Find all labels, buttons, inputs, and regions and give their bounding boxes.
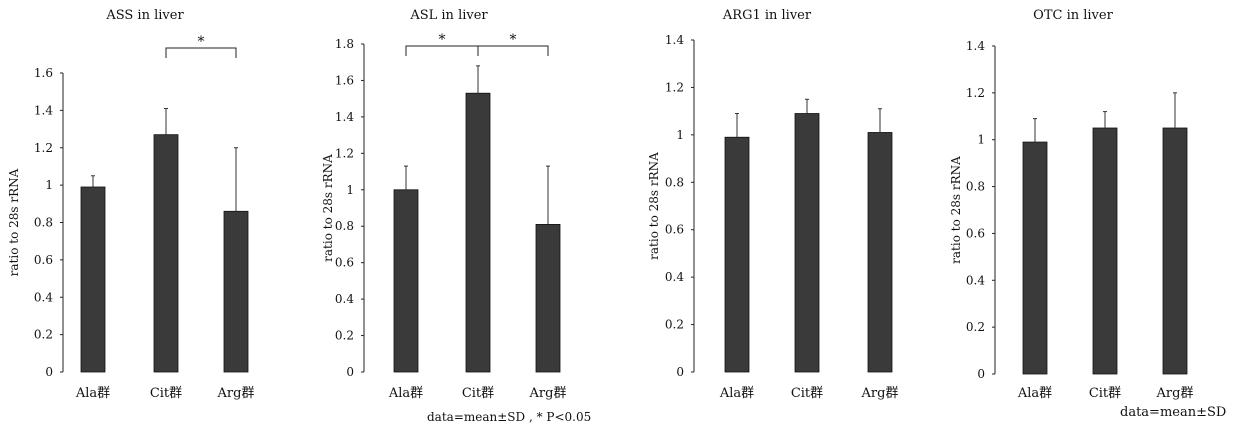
chart-2-y-tick-label: 1.2 (335, 146, 354, 160)
chart-3-bar-Cit群 (794, 113, 820, 373)
chart-4-category-label: Cit群 (1089, 386, 1121, 401)
chart-2-y-axis-label: ratio to 28s rRNA (321, 154, 335, 262)
chart-2-category-label: Ala群 (388, 386, 423, 401)
chart-4-y-axis-label: ratio to 28s rRNA (949, 156, 963, 264)
chart-4-y-tick-label: 1.4 (966, 39, 985, 53)
chart-4-y-tick-label: 0.8 (966, 180, 985, 194)
chart-1-significance-bracket (165, 47, 237, 58)
chart-1-category-label: Ala群 (75, 386, 110, 401)
chart-1-category-label: Arg群 (217, 386, 255, 401)
chart-1-y-axis-label: ratio to 28s rRNA (7, 168, 21, 276)
chart-3-y-axis-label: ratio to 28s rRNA (647, 152, 661, 260)
chart-1-y-tick-label: 1.2 (34, 141, 53, 155)
chart-1-title: ASS in liver (105, 8, 184, 23)
chart-4-bar-Ala群 (1022, 141, 1048, 375)
chart-4-bar-Cit群 (1092, 127, 1118, 375)
chart-3-y-tick-label: 0.8 (665, 175, 684, 189)
chart-4-y-tick-label: 0 (977, 367, 985, 381)
chart-1-bar-Ala群 (80, 186, 106, 373)
chart-1-significance-marker: * (198, 34, 205, 50)
chart-1-bar-Arg群 (223, 210, 249, 373)
chart-3-category-label: Ala群 (719, 386, 754, 401)
chart-3-y-tick-label: 1.4 (665, 33, 684, 47)
chart-2-y-tick-label: 0.8 (335, 219, 354, 233)
chart-2-y-tick-label: 1 (346, 183, 354, 197)
chart-3-bar-Ala群 (724, 136, 750, 373)
footnote-stats-significance: data=mean±SD , * P<0.05 (427, 410, 592, 424)
chart-2-title: ASL in liver (409, 8, 488, 23)
chart-4-y-tick-label: 0.6 (966, 226, 985, 240)
chart-1-y-tick-label: 1 (45, 178, 53, 192)
chart-2-y-tick-label: 1.8 (335, 37, 354, 51)
chart-3-category-label: Cit群 (791, 386, 823, 401)
chart-4-y-tick-label: 1.2 (966, 86, 985, 100)
chart-4-y-tick-label: 0.4 (966, 273, 985, 287)
chart-2-y-tick-label: 0.2 (335, 329, 354, 343)
chart-4-title: OTC in liver (1033, 8, 1113, 23)
chart-4-bar-Arg群 (1162, 127, 1188, 375)
chart-2-significance-bracket (477, 45, 549, 56)
chart-2-significance-marker: * (510, 32, 517, 48)
chart-1-y-tick-label: 0 (45, 365, 53, 379)
chart-3-bar-Arg群 (867, 132, 893, 373)
chart-3-y-tick-label: 0 (676, 365, 684, 379)
chart-2-y-tick-label: 1.6 (335, 73, 354, 87)
chart-4-category-label: Ala群 (1017, 386, 1052, 401)
chart-2-category-label: Arg群 (529, 386, 567, 401)
chart-1-y-tick-label: 0.8 (34, 216, 53, 230)
chart-2-category-label: Cit群 (462, 386, 494, 401)
chart-2-significance-marker: * (439, 32, 446, 48)
chart-2-bar-Cit群 (465, 92, 491, 373)
chart-1-y-tick-label: 1.4 (34, 103, 53, 117)
chart-3-category-label: Arg群 (861, 386, 899, 401)
chart-3-y-tick-label: 0.6 (665, 223, 684, 237)
chart-2-bar-Ala群 (393, 189, 419, 373)
chart-2-y-tick-label: 0.4 (335, 292, 354, 306)
chart-1-bar-Cit群 (153, 134, 179, 373)
chart-1-y-tick-label: 0.4 (34, 290, 53, 304)
chart-1-y-tick-label: 0.6 (34, 253, 53, 267)
chart-3-y-tick-label: 1.2 (665, 80, 684, 94)
chart-1-category-label: Cit群 (150, 386, 182, 401)
chart-2-y-tick-label: 1.4 (335, 110, 354, 124)
footnote-stats: data=mean±SD (1120, 405, 1227, 420)
chart-4-y-tick-label: 0.2 (966, 320, 985, 334)
chart-1-y-tick-label: 0.2 (34, 328, 53, 342)
chart-1-y-tick-label: 1.6 (34, 66, 53, 80)
chart-2-y-tick-label: 0 (346, 365, 354, 379)
chart-2-bar-Arg群 (535, 223, 561, 373)
chart-3-y-tick-label: 1 (676, 128, 684, 142)
chart-3-y-tick-label: 0.2 (665, 318, 684, 332)
chart-4-category-label: Arg群 (1156, 386, 1194, 401)
chart-2-y-tick-label: 0.6 (335, 256, 354, 270)
chart-3-y-tick-label: 0.4 (665, 270, 684, 284)
chart-4-y-tick-label: 1 (977, 133, 985, 147)
chart-3-title: ARG1 in liver (722, 8, 812, 23)
